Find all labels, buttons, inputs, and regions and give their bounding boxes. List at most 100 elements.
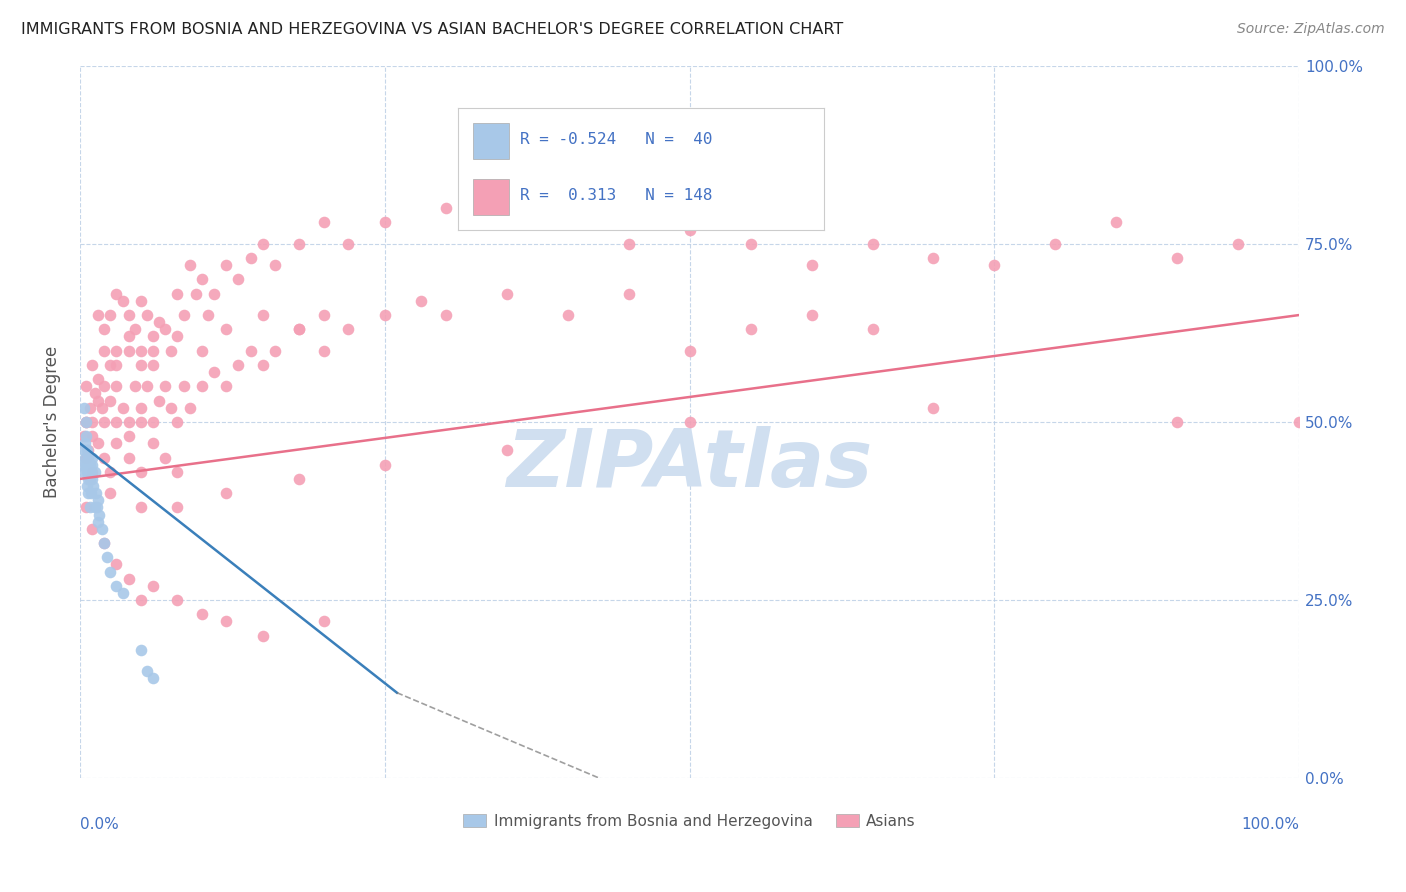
Point	[142, 343, 165, 358]
Point	[87, 393, 110, 408]
Point	[184, 286, 207, 301]
Point	[93, 536, 115, 550]
Point	[264, 343, 287, 358]
Point	[252, 629, 274, 643]
Point	[75, 415, 97, 429]
Point	[312, 343, 335, 358]
Point	[1105, 215, 1128, 229]
Point	[215, 379, 238, 393]
Point	[79, 500, 101, 515]
Point	[288, 472, 311, 486]
Point	[142, 358, 165, 372]
Point	[1227, 236, 1250, 251]
Point	[80, 472, 103, 486]
Point	[96, 550, 118, 565]
Point	[87, 493, 110, 508]
Point	[76, 479, 98, 493]
Point	[148, 315, 170, 329]
Point	[98, 358, 121, 372]
Text: 100.0%: 100.0%	[1241, 817, 1299, 832]
Point	[98, 565, 121, 579]
Point	[129, 500, 152, 515]
Point	[678, 222, 700, 236]
Point	[129, 593, 152, 607]
Point	[288, 322, 311, 336]
Point	[252, 308, 274, 322]
Point	[142, 415, 165, 429]
Point	[105, 579, 128, 593]
Point	[337, 236, 360, 251]
Point	[166, 593, 188, 607]
Point	[374, 458, 396, 472]
Point	[80, 458, 103, 472]
Point	[129, 358, 152, 372]
Point	[105, 379, 128, 393]
Point	[80, 450, 103, 465]
Point	[374, 308, 396, 322]
Point	[155, 379, 177, 393]
Point	[136, 308, 159, 322]
Point	[117, 329, 139, 343]
Point	[197, 308, 219, 322]
Point	[191, 272, 214, 286]
Point	[557, 308, 579, 322]
Point	[129, 643, 152, 657]
Point	[215, 615, 238, 629]
Point	[86, 500, 108, 515]
Point	[800, 258, 823, 272]
Point	[90, 522, 112, 536]
Point	[1166, 415, 1188, 429]
Point	[264, 258, 287, 272]
Point	[80, 358, 103, 372]
Text: Source: ZipAtlas.com: Source: ZipAtlas.com	[1237, 22, 1385, 37]
Legend: Immigrants from Bosnia and Herzegovina, Asians: Immigrants from Bosnia and Herzegovina, …	[457, 807, 922, 835]
Point	[202, 365, 225, 379]
Text: 0.0%: 0.0%	[80, 817, 118, 832]
Point	[76, 465, 98, 479]
Point	[173, 379, 195, 393]
Point	[117, 308, 139, 322]
Point	[80, 465, 103, 479]
Point	[252, 236, 274, 251]
Point	[98, 308, 121, 322]
Point	[93, 322, 115, 336]
Point	[1288, 415, 1310, 429]
Point	[288, 322, 311, 336]
Point	[166, 329, 188, 343]
Point	[79, 472, 101, 486]
Point	[105, 415, 128, 429]
Point	[129, 401, 152, 415]
Point	[215, 486, 238, 500]
Point	[124, 379, 146, 393]
Point	[312, 615, 335, 629]
Point	[740, 236, 762, 251]
Point	[142, 329, 165, 343]
Point	[72, 443, 94, 458]
Point	[239, 343, 262, 358]
Point	[98, 393, 121, 408]
Point	[495, 286, 517, 301]
Point	[73, 450, 96, 465]
Point	[82, 479, 104, 493]
Point	[72, 401, 94, 415]
Point	[922, 401, 945, 415]
Point	[617, 286, 640, 301]
Point	[75, 379, 97, 393]
Point	[75, 415, 97, 429]
Point	[105, 286, 128, 301]
Point	[105, 436, 128, 450]
Point	[142, 672, 165, 686]
Point	[557, 215, 579, 229]
Point	[111, 401, 134, 415]
Point	[862, 322, 884, 336]
Point	[129, 465, 152, 479]
Point	[678, 343, 700, 358]
Point	[77, 443, 100, 458]
Point	[75, 458, 97, 472]
Point	[617, 236, 640, 251]
Point	[72, 465, 94, 479]
Point	[142, 579, 165, 593]
Point	[87, 308, 110, 322]
Point	[98, 465, 121, 479]
Point	[1045, 236, 1067, 251]
